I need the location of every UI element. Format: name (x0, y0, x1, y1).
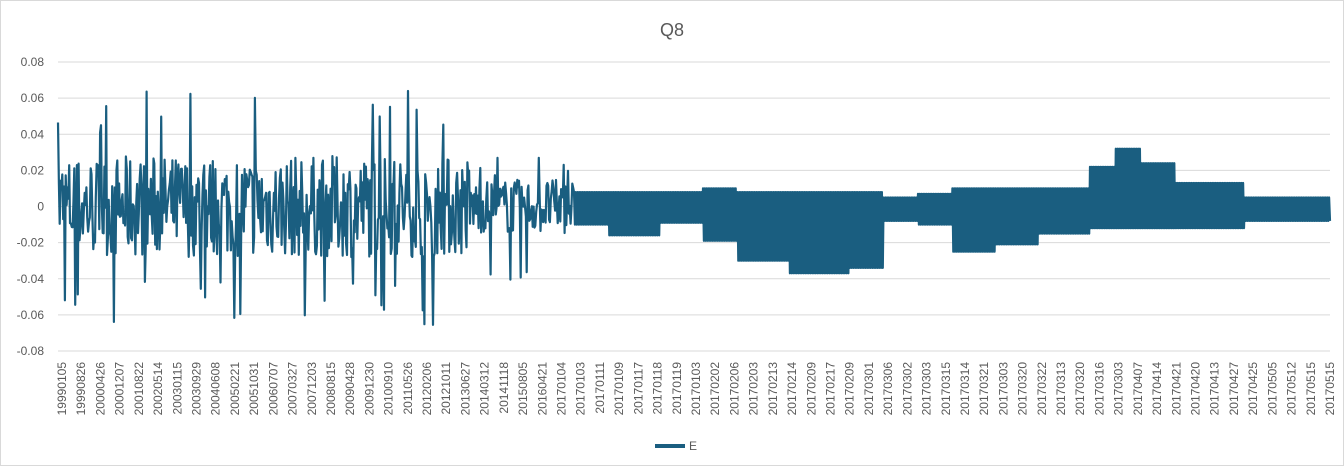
x-tick-label: 20170103 (689, 362, 703, 416)
x-tick-label: 20170407 (1131, 362, 1145, 416)
x-tick-label: 20010822 (132, 362, 146, 416)
legend-label-e: E (689, 439, 697, 453)
x-tick-label: 20170303 (920, 362, 934, 416)
x-tick-label: 20170320 (1073, 362, 1087, 416)
x-tick-label: 20141118 (497, 362, 511, 414)
y-tick-label: 0.06 (21, 91, 45, 105)
x-tick-label: 20130627 (459, 362, 473, 416)
x-tick-label: 20080815 (324, 362, 338, 416)
y-tick-label: -0.08 (17, 344, 45, 358)
y-tick-label: -0.06 (17, 308, 45, 322)
x-tick-label: 20170314 (958, 362, 972, 416)
x-tick-label: 20170413 (1208, 362, 1222, 416)
chart-title: Q8 (660, 20, 684, 40)
x-tick-label: 20071203 (305, 362, 319, 416)
x-tick-label: 20170322 (1035, 362, 1049, 416)
y-tick-label: 0.02 (21, 163, 45, 177)
x-tick-label: 20140312 (478, 362, 492, 416)
x-tick-label: 20060707 (266, 362, 280, 416)
x-tick-label: 20051031 (247, 362, 261, 416)
x-tick-label: 20170103 (574, 362, 588, 416)
x-tick-label: 20120206 (420, 362, 434, 416)
x-tick-label: 20160421 (535, 362, 549, 416)
x-tick-label: 20150805 (516, 362, 530, 416)
x-tick-label: 20170505 (1265, 362, 1279, 416)
x-tick-label: 20170209 (843, 362, 857, 416)
y-tick-label: 0.08 (21, 55, 45, 69)
x-tick-label: 20170104 (555, 362, 569, 416)
x-tick-label: 20170512 (1285, 362, 1299, 416)
x-tick-label: 20170111 (593, 362, 607, 414)
x-tick-label: 20050221 (228, 362, 242, 416)
x-tick-label: 20000426 (93, 362, 107, 416)
x-tick-label: 20170217 (824, 362, 838, 416)
x-tick-label: 20121011 (439, 362, 453, 415)
x-tick-label: 20001207 (113, 362, 127, 416)
x-tick-label: 20170515 (1304, 362, 1318, 416)
x-tick-label: 20090428 (343, 362, 357, 416)
x-tick-label: 20170427 (1227, 362, 1241, 416)
x-tick-label: 20170119 (670, 362, 684, 415)
x-axis-ticks: 19990105 19990826 20000426 20001207 20010822… (55, 362, 1337, 416)
x-tick-label: 20170301 (862, 362, 876, 416)
x-tick-label: 20170421 (1169, 362, 1183, 416)
gridlines (58, 61, 1330, 352)
x-tick-label: 20170303 (1112, 362, 1126, 416)
x-tick-label: 20170118 (651, 362, 665, 415)
x-tick-label: 20170303 (996, 362, 1010, 416)
x-tick-label: 20170316 (1093, 362, 1107, 416)
x-tick-label: 20170420 (1189, 362, 1203, 416)
x-tick-label: 20020514 (151, 362, 165, 416)
x-tick-label: 19990105 (55, 362, 69, 416)
x-tick-label: 20170203 (747, 362, 761, 416)
x-tick-label: 20170515 (1323, 362, 1337, 416)
x-tick-label: 19990826 (74, 362, 88, 416)
x-tick-label: 20040608 (209, 362, 223, 416)
x-tick-label: 20170313 (1054, 362, 1068, 416)
x-tick-label: 20170206 (727, 362, 741, 416)
x-tick-label: 20100910 (382, 362, 396, 416)
x-tick-label: 20170117 (631, 362, 645, 415)
x-tick-label: 20170320 (1016, 362, 1030, 416)
x-tick-label: 20170213 (766, 362, 780, 416)
y-axis-ticks: 0.08 0.06 0.04 0.02 0 -0.02 -0.04 -0.06 -0.08 (17, 55, 45, 358)
y-tick-label: -0.04 (17, 272, 45, 286)
x-tick-label: 20170425 (1246, 362, 1260, 416)
y-tick-label: -0.02 (17, 236, 45, 250)
x-tick-label: 20170315 (939, 362, 953, 416)
y-tick-label: 0 (37, 200, 44, 214)
x-tick-label: 20030115 (170, 362, 184, 415)
x-tick-label: 20170209 (804, 362, 818, 416)
x-tick-label: 20170302 (900, 362, 914, 416)
x-tick-label: 20170202 (708, 362, 722, 416)
series-layer (56, 89, 1332, 326)
x-tick-label: 20170214 (785, 362, 799, 416)
y-tick-label: 0.04 (21, 127, 45, 141)
x-tick-label: 20091230 (362, 362, 376, 416)
legend: E (655, 439, 697, 453)
x-tick-label: 20170109 (612, 362, 626, 416)
series-line-e (56, 89, 1332, 326)
x-tick-label: 20030929 (190, 362, 204, 416)
x-tick-label: 20170306 (881, 362, 895, 416)
x-tick-label: 20170414 (1150, 362, 1164, 416)
x-tick-label: 20170321 (977, 362, 991, 416)
x-tick-label: 20070327 (286, 362, 300, 416)
x-tick-label: 20110526 (401, 362, 415, 415)
